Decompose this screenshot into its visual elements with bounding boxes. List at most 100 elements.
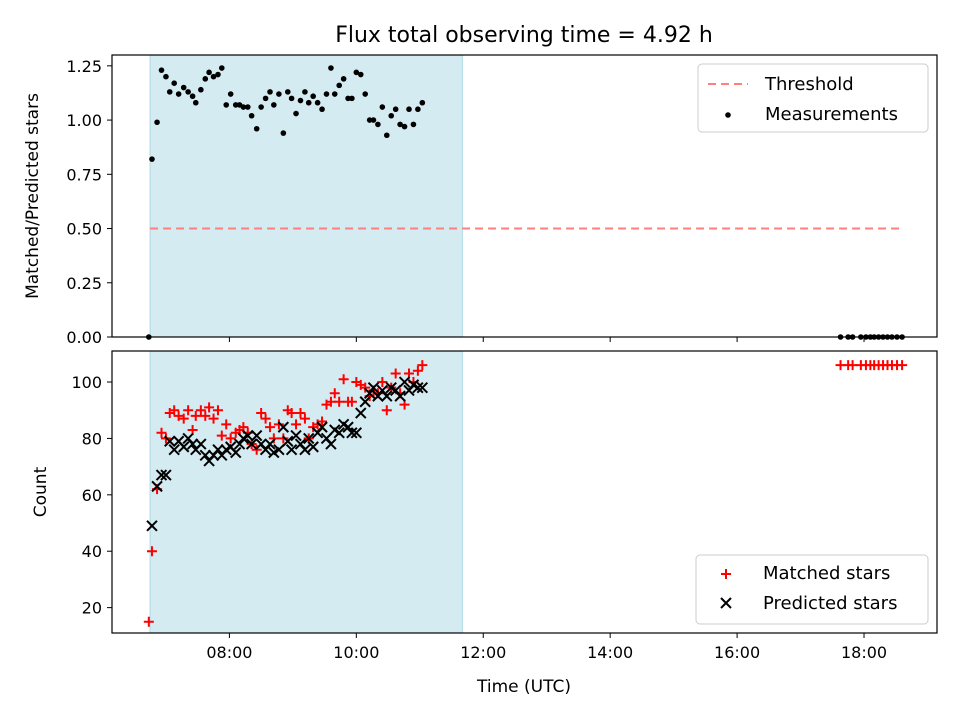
matched-star-point [329, 388, 340, 399]
predicted-star-point [264, 438, 276, 450]
matched-star-point [299, 413, 310, 424]
matched-star-point [183, 405, 194, 416]
measurement-point [223, 102, 230, 108]
top-y-tick-label: 0.50 [66, 220, 102, 239]
top-y-tick-label: 1.00 [66, 111, 102, 130]
matched-star-point [295, 408, 306, 419]
matched-star-point [268, 433, 279, 444]
top-y-tick-label: 1.25 [66, 57, 102, 76]
measurement-point [388, 112, 395, 119]
matched-star-point [317, 416, 328, 427]
legend-matched-label: Matched stars [763, 563, 890, 584]
matched-star-point [286, 408, 297, 419]
measurement-point [245, 104, 251, 110]
predicted-star-point [359, 396, 371, 408]
measurement-point [280, 130, 287, 136]
measurement-point [336, 82, 342, 89]
matched-star-point [225, 433, 236, 444]
measurement-point [171, 80, 177, 86]
predicted-star-point [381, 390, 393, 402]
top-y-axis-label: Matched/Predicted stars [23, 93, 43, 299]
predicted-star-point [316, 421, 328, 433]
matched-star-point [169, 405, 180, 416]
matched-star-point [260, 413, 271, 424]
measurement-point [319, 106, 325, 113]
top-y-tick-label: 0.25 [66, 274, 102, 293]
bottom-plot-frame [111, 350, 938, 634]
predicted-star-point [245, 438, 258, 450]
matched-star-point [208, 413, 219, 424]
predicted-star-point [325, 438, 337, 450]
predicted-star-point [307, 441, 319, 453]
predicted-star-point [282, 435, 294, 447]
top-plot-frame [111, 54, 938, 338]
matched-star-point [273, 419, 284, 430]
measurement-point [271, 102, 277, 108]
measurement-point [198, 86, 204, 93]
predicted-star-point [346, 427, 358, 439]
measurement-point [357, 71, 364, 78]
top-legend-box [697, 63, 929, 133]
measurement-point [362, 91, 369, 97]
predicted-star-point [199, 449, 211, 462]
matched-star-point [278, 433, 289, 444]
measurement-point [379, 104, 386, 110]
matched-star-point [897, 360, 908, 371]
measurement-point [288, 95, 295, 102]
matched-star-point [377, 377, 388, 388]
measurement-point [267, 89, 273, 95]
measurement-point [302, 89, 308, 95]
bottom-y-tick-label: 60 [82, 486, 102, 505]
measurement-point [410, 121, 417, 128]
measurement-point [192, 99, 199, 106]
matched-star-point [251, 444, 262, 455]
bottom-panel: 20 40 60 80 100 08:00 10:00 12:00 14:00 16:00 18:0… [71, 350, 938, 662]
legend-predicted-swatch [720, 597, 732, 609]
matched-star-point [221, 419, 232, 430]
measurement-point [392, 106, 399, 113]
matched-star-point [173, 410, 184, 421]
measurement-point [415, 106, 421, 113]
matched-star-point [195, 405, 206, 416]
matched-star-point [178, 413, 189, 424]
top-legend: Threshold Measurements [697, 63, 929, 133]
predicted-star-point [355, 407, 367, 419]
measurement-point [240, 104, 247, 110]
measurement-point [218, 65, 225, 71]
measurement-point [189, 93, 196, 100]
measurement-point [370, 117, 377, 123]
predicted-star-point [230, 446, 242, 459]
predicted-star-point [363, 387, 376, 400]
predicted-star-point [273, 443, 285, 456]
legend-measurement-label: Measurements [765, 104, 898, 125]
predicted-star-point [367, 381, 380, 394]
predicted-star-point [277, 421, 290, 433]
predicted-star-point [195, 438, 207, 450]
chart-title: Flux total observing time = 4.92 h [335, 23, 713, 48]
predicted-star-point [342, 421, 354, 433]
measurement-point [154, 119, 160, 126]
x-axis-label: Time (UTC) [476, 677, 571, 697]
bottom-x-tick-label: 14:00 [587, 643, 633, 662]
predicted-star-point [398, 376, 411, 388]
matched-star-point [360, 382, 371, 393]
measurement-point [383, 132, 390, 139]
predicted-star-point [151, 480, 163, 493]
matched-star-point [216, 430, 227, 441]
predicted-star-point [168, 443, 180, 456]
legend-predicted-label: Predicted stars [763, 593, 897, 614]
measurement-point [310, 93, 316, 100]
measurement-point [248, 112, 255, 119]
predicted-star-point [155, 469, 168, 481]
measurement-point [262, 95, 269, 102]
top-panel: 0.00 0.25 0.50 0.75 1.00 1.25 Threshold Measure… [66, 54, 938, 347]
matched-star-point [381, 405, 392, 416]
measurement-point [175, 91, 182, 97]
matched-star-point [390, 368, 401, 379]
bottom-y-tick-label: 40 [82, 542, 102, 561]
measurement-point [149, 156, 155, 162]
bottom-legend: Matched stars Predicted stars [695, 554, 929, 625]
matched-star-point [412, 365, 423, 376]
predicted-star-point [290, 429, 302, 442]
